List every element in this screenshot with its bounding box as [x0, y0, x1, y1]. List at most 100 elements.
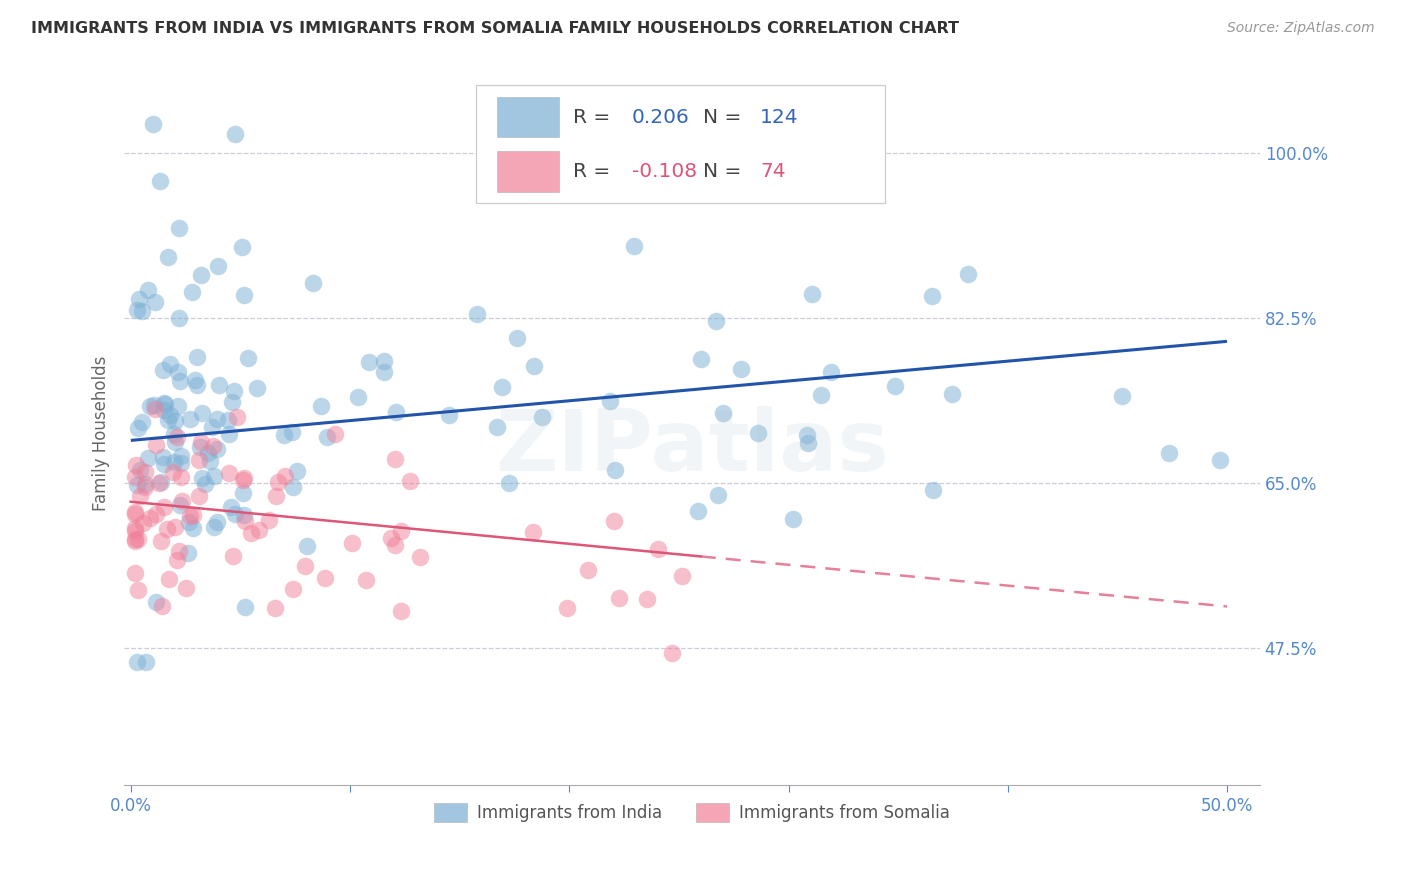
Text: ZIPatlas: ZIPatlas: [495, 406, 889, 489]
Point: [187, 489, 209, 503]
Point: [194, 476, 217, 491]
Point: [124, 533, 146, 548]
Point: [134, 480, 156, 494]
Point: [232, 471, 254, 485]
Point: [150, 475, 173, 490]
Point: [157, 572, 180, 586]
Point: [233, 514, 256, 528]
Point: [801, 286, 824, 301]
Point: [169, 469, 191, 483]
Point: [707, 488, 730, 502]
Point: [219, 500, 242, 515]
Point: [232, 473, 254, 487]
Point: [188, 440, 211, 454]
Point: [159, 357, 181, 371]
Point: [603, 462, 626, 476]
Point: [135, 655, 157, 669]
Point: [162, 466, 184, 480]
Point: [647, 184, 669, 198]
Point: [232, 287, 254, 301]
Point: [183, 508, 205, 522]
Point: [153, 403, 176, 417]
Point: [1111, 388, 1133, 402]
Point: [169, 375, 191, 389]
Point: [165, 414, 187, 428]
Point: [217, 413, 239, 427]
Point: [186, 350, 208, 364]
Point: [138, 400, 160, 414]
Point: [810, 388, 832, 402]
Point: [138, 283, 160, 297]
Point: [221, 394, 243, 409]
Point: [523, 359, 546, 373]
Point: [782, 512, 804, 526]
Text: R =: R =: [572, 161, 616, 181]
Point: [128, 489, 150, 503]
Point: [149, 174, 172, 188]
Point: [232, 508, 254, 522]
Point: [713, 406, 735, 420]
Point: [224, 507, 246, 521]
Point: [437, 408, 460, 422]
Point: [187, 453, 209, 467]
Point: [498, 476, 520, 491]
Point: [143, 401, 166, 416]
Point: [167, 365, 190, 379]
Point: [124, 470, 146, 484]
Point: [796, 435, 818, 450]
Text: N =: N =: [703, 161, 748, 181]
Point: [661, 646, 683, 660]
Point: [730, 362, 752, 376]
Text: IMMIGRANTS FROM INDIA VS IMMIGRANTS FROM SOMALIA FAMILY HOUSEHOLDS CORRELATION C: IMMIGRANTS FROM INDIA VS IMMIGRANTS FROM…: [31, 21, 959, 36]
Point: [922, 483, 945, 498]
Point: [207, 259, 229, 273]
Point: [148, 475, 170, 490]
Text: 124: 124: [761, 108, 799, 127]
Point: [884, 379, 907, 393]
Text: R =: R =: [572, 108, 616, 127]
Point: [127, 421, 149, 435]
Point: [273, 427, 295, 442]
Point: [152, 450, 174, 464]
Point: [207, 412, 229, 426]
Point: [267, 475, 290, 489]
Point: [218, 426, 240, 441]
Point: [179, 411, 201, 425]
Point: [131, 415, 153, 429]
Point: [246, 381, 269, 395]
Point: [124, 504, 146, 518]
Point: [314, 571, 336, 585]
Point: [190, 406, 212, 420]
Point: [274, 468, 297, 483]
Y-axis label: Family Households: Family Households: [93, 356, 110, 511]
Point: [281, 480, 304, 494]
Point: [142, 117, 165, 131]
Text: 74: 74: [761, 161, 786, 181]
Point: [124, 507, 146, 521]
Point: [266, 489, 288, 503]
Point: [191, 471, 214, 485]
Point: [163, 454, 186, 468]
Point: [599, 393, 621, 408]
Point: [180, 285, 202, 299]
Point: [686, 504, 709, 518]
Point: [163, 427, 186, 442]
Point: [671, 569, 693, 583]
Point: [921, 288, 943, 302]
Point: [555, 601, 578, 615]
Point: [485, 420, 508, 434]
Point: [356, 573, 378, 587]
Text: Source: ZipAtlas.com: Source: ZipAtlas.com: [1227, 21, 1375, 35]
Point: [139, 511, 162, 525]
Point: [281, 425, 304, 440]
Point: [169, 456, 191, 470]
Point: [647, 541, 669, 556]
Point: [297, 539, 319, 553]
Point: [124, 524, 146, 538]
Point: [389, 524, 412, 538]
Point: [132, 516, 155, 530]
Text: -0.108: -0.108: [631, 161, 697, 181]
Point: [373, 365, 395, 379]
Point: [150, 599, 173, 614]
Point: [159, 408, 181, 422]
